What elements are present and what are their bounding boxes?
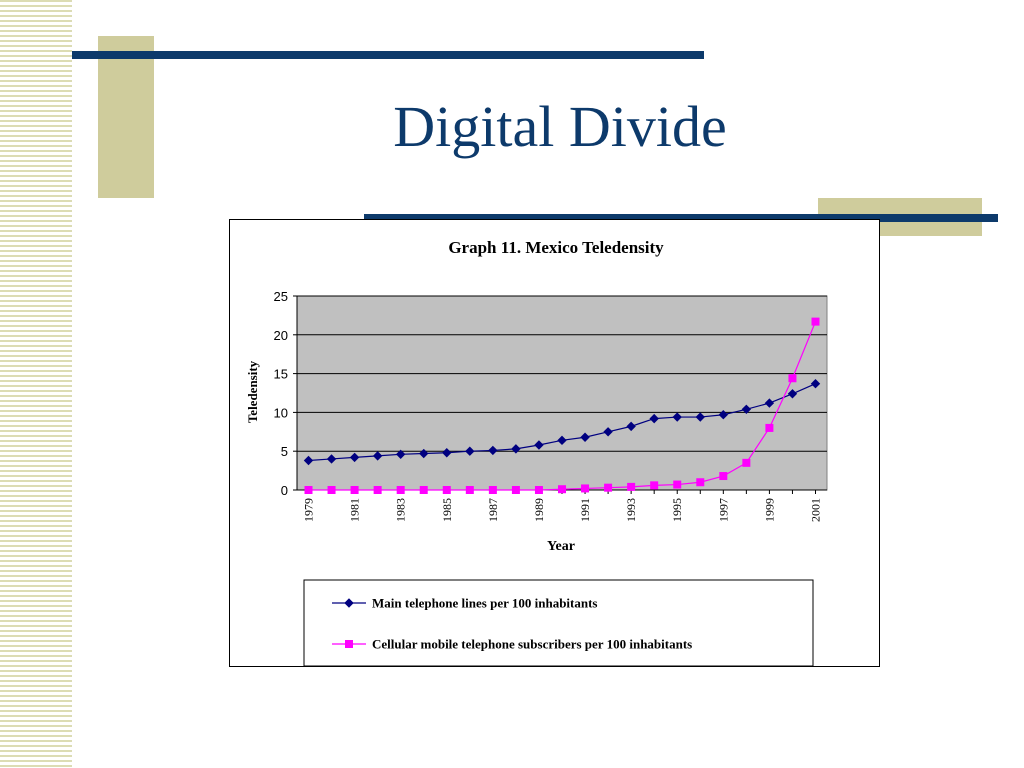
series-1-point-1988 (511, 444, 521, 454)
series-1-point-2000 (787, 389, 798, 399)
decorative-stripes (0, 0, 72, 768)
series-1-point-1993 (626, 421, 636, 432)
chart-title: Graph 11. Mexico Teledensity (448, 238, 664, 257)
y-tick-label-20: 20 (274, 328, 288, 343)
series-2-point-2001 (811, 317, 820, 326)
x-tick-label-1995: 1995 (670, 498, 684, 522)
series-2-point-1986 (465, 486, 474, 494)
series-1-point-1984 (419, 448, 429, 459)
x-tick-label-1987: 1987 (486, 498, 500, 522)
legend-box (303, 579, 814, 667)
y-tick-label-10: 10 (274, 405, 288, 420)
series-1-point-1998 (741, 404, 752, 415)
series-2-point-1985 (442, 486, 451, 494)
x-tick-label-1999: 1999 (762, 498, 776, 522)
x-tick-label-1985: 1985 (440, 498, 454, 522)
series-1-point-1999 (764, 398, 775, 408)
series-2-point-1996 (696, 478, 705, 487)
series-2-point-1979 (304, 486, 313, 494)
x-tick-label-1981: 1981 (348, 498, 362, 522)
series-1-point-1982 (372, 451, 383, 461)
series-2-point-2000 (788, 374, 797, 383)
plot-area (296, 295, 828, 491)
series-1-point-1992 (603, 427, 613, 437)
x-tick-label-1993: 1993 (624, 498, 638, 522)
x-tick-label-1983: 1983 (394, 498, 408, 522)
series-2-point-1998 (742, 458, 751, 467)
series-1-point-2001 (810, 378, 821, 389)
series-2-point-1988 (511, 486, 520, 494)
series-2-point-1995 (673, 480, 682, 489)
x-tick-label-1997: 1997 (716, 498, 730, 522)
legend-label-1: Main telephone lines per 100 inhabitants (372, 596, 597, 611)
series-1-point-1983 (395, 449, 406, 460)
y-tick-label-25: 25 (274, 289, 288, 304)
series-2-point-1997 (719, 472, 728, 481)
legend-marker-1 (344, 598, 354, 608)
y-tick-label-0: 0 (281, 483, 288, 498)
series-2-point-1982 (373, 486, 382, 494)
series-1-point-1987 (488, 445, 498, 456)
x-axis-label: Year (547, 539, 575, 554)
series-1-point-1995 (672, 412, 682, 422)
series-2-point-1990 (558, 485, 566, 494)
series-2-point-1992 (604, 483, 613, 492)
series-1-point-1997 (718, 410, 729, 420)
x-tick-label-2001: 2001 (809, 498, 823, 522)
series-2-point-1999 (765, 423, 774, 432)
chart-container: Graph 11. Mexico Teledensity 0 5 10 15 20 25 1… (229, 219, 880, 667)
decorative-block-top-left (98, 36, 154, 198)
x-tick-label-1989: 1989 (532, 498, 546, 522)
series-1-point-1985 (442, 448, 452, 458)
x-tick-label-1979: 1979 (302, 498, 316, 522)
series-1-point-1986 (465, 446, 475, 456)
series-2-point-1994 (650, 481, 659, 490)
legend-label-2: Cellular mobile telephone subscribers pe… (372, 637, 692, 652)
series-2-point-1983 (396, 486, 405, 494)
decorative-line-middle (364, 214, 998, 222)
y-tick-label-5: 5 (281, 444, 288, 459)
legend-marker-2 (345, 640, 353, 648)
series-1-point-1994 (649, 413, 659, 424)
x-tick-label-1991: 1991 (578, 498, 592, 522)
series-1-point-1989 (534, 440, 544, 450)
slide-title: Digital Divide (393, 94, 727, 159)
series-2-point-1987 (488, 486, 497, 494)
series-1-point-1996 (695, 412, 705, 422)
series-2-point-1993 (627, 482, 636, 491)
series-2-point-1989 (534, 486, 543, 494)
series-1-point-1991 (580, 432, 590, 442)
series-2-point-1991 (581, 484, 590, 493)
decorative-line-top (72, 51, 704, 59)
y-axis-label: Teledensity (245, 360, 260, 423)
series-1-point-1980 (326, 454, 337, 464)
series-2-point-1981 (350, 486, 359, 494)
teledensity-chart: Graph 11. Mexico Teledensity 0 5 10 15 20 25 1… (245, 238, 828, 667)
series-1-point-1979 (303, 455, 314, 466)
series-1-point-1981 (349, 452, 360, 463)
series-1-point-1990 (557, 435, 567, 446)
series-2-point-1980 (327, 486, 336, 494)
series-2-point-1984 (419, 486, 428, 494)
y-tick-label-15: 15 (274, 367, 288, 382)
